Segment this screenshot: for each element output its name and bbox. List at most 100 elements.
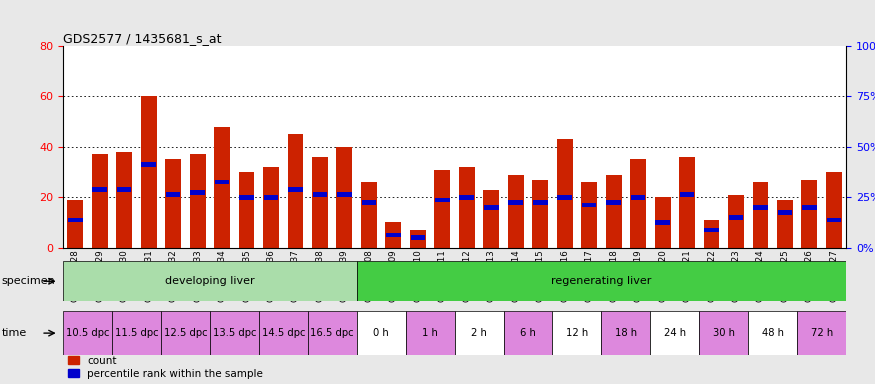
Bar	[679, 157, 695, 248]
Bar	[777, 200, 793, 248]
Bar	[680, 192, 695, 197]
Bar	[239, 195, 254, 200]
Bar	[552, 311, 601, 355]
Bar	[386, 233, 401, 237]
Bar	[259, 311, 308, 355]
Bar	[483, 190, 500, 248]
Bar	[263, 195, 278, 200]
Bar	[503, 311, 552, 355]
Bar	[455, 311, 503, 355]
Text: 10.5 dpc: 10.5 dpc	[66, 328, 109, 338]
Bar	[112, 311, 161, 355]
Bar	[797, 311, 846, 355]
Text: developing liver: developing liver	[165, 276, 255, 286]
Bar	[507, 175, 524, 248]
Bar	[406, 311, 455, 355]
Bar	[533, 200, 548, 205]
Bar	[459, 195, 474, 200]
Bar	[556, 139, 572, 248]
Bar	[214, 180, 229, 184]
Bar	[214, 127, 230, 248]
Bar	[357, 311, 406, 355]
Bar	[601, 311, 650, 355]
Bar	[190, 154, 206, 248]
Bar	[288, 134, 304, 248]
Bar	[508, 200, 523, 205]
Text: 11.5 dpc: 11.5 dpc	[115, 328, 158, 338]
Legend: count, percentile rank within the sample: count, percentile rank within the sample	[68, 356, 262, 379]
Bar	[210, 311, 259, 355]
Text: 30 h: 30 h	[713, 328, 735, 338]
Text: 2 h: 2 h	[471, 328, 487, 338]
Bar	[532, 180, 548, 248]
Bar	[357, 261, 846, 301]
Bar	[704, 220, 719, 248]
Bar	[650, 311, 699, 355]
Bar	[582, 203, 597, 207]
Bar	[753, 205, 767, 210]
Bar	[704, 228, 719, 232]
Bar	[752, 182, 768, 248]
Bar	[581, 182, 597, 248]
Bar	[141, 96, 157, 248]
Bar	[728, 195, 744, 248]
Bar	[312, 157, 328, 248]
Bar	[337, 192, 352, 197]
Bar	[142, 162, 156, 167]
Bar	[361, 200, 376, 205]
Text: 72 h: 72 h	[810, 328, 833, 338]
Bar	[458, 167, 475, 248]
Text: 12 h: 12 h	[566, 328, 588, 338]
Bar	[748, 311, 797, 355]
Bar	[631, 195, 646, 200]
Bar	[93, 187, 107, 192]
Bar	[165, 159, 181, 248]
Bar	[802, 180, 817, 248]
Bar	[827, 218, 841, 222]
Bar	[63, 311, 112, 355]
Bar	[557, 195, 572, 200]
Text: 12.5 dpc: 12.5 dpc	[164, 328, 207, 338]
Bar	[410, 230, 426, 248]
Bar	[802, 205, 816, 210]
Text: specimen: specimen	[2, 276, 55, 286]
Text: 0 h: 0 h	[374, 328, 389, 338]
Text: 6 h: 6 h	[520, 328, 536, 338]
Bar	[63, 261, 357, 301]
Text: 1 h: 1 h	[422, 328, 438, 338]
Text: 24 h: 24 h	[664, 328, 686, 338]
Bar	[288, 187, 303, 192]
Bar	[239, 172, 255, 248]
Text: 16.5 dpc: 16.5 dpc	[311, 328, 354, 338]
Text: 14.5 dpc: 14.5 dpc	[262, 328, 305, 338]
Bar	[778, 210, 792, 215]
Bar	[435, 197, 450, 202]
Bar	[67, 200, 83, 248]
Bar	[161, 311, 210, 355]
Bar	[655, 220, 670, 225]
Bar	[190, 190, 205, 195]
Bar	[68, 218, 82, 222]
Bar	[484, 205, 499, 210]
Bar	[116, 152, 132, 248]
Bar	[337, 147, 353, 248]
Bar	[606, 175, 621, 248]
Text: time: time	[2, 328, 27, 338]
Text: 18 h: 18 h	[615, 328, 637, 338]
Text: 13.5 dpc: 13.5 dpc	[213, 328, 256, 338]
Bar	[654, 197, 670, 248]
Text: GDS2577 / 1435681_s_at: GDS2577 / 1435681_s_at	[63, 32, 221, 45]
Bar	[630, 159, 646, 248]
Bar	[361, 182, 377, 248]
Bar	[826, 172, 842, 248]
Bar	[308, 311, 357, 355]
Bar	[729, 215, 744, 220]
Bar	[385, 222, 402, 248]
Bar	[434, 170, 451, 248]
Text: 48 h: 48 h	[762, 328, 784, 338]
Bar	[410, 235, 425, 240]
Bar	[606, 200, 621, 205]
Bar	[92, 154, 108, 248]
Bar	[312, 192, 327, 197]
Text: regenerating liver: regenerating liver	[551, 276, 652, 286]
